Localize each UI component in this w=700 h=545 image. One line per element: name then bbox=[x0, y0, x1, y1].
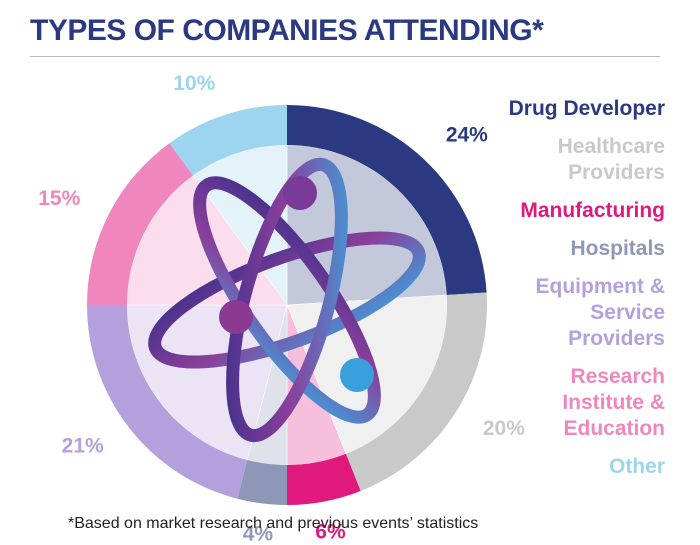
atom-icon bbox=[148, 157, 426, 443]
slice-tint bbox=[126, 304, 288, 461]
value-label: 24% bbox=[446, 123, 488, 146]
value-label: 21% bbox=[62, 435, 104, 458]
legend-entry: Other bbox=[608, 455, 665, 478]
slice bbox=[287, 105, 487, 295]
legend-entry: Healthcare Providers bbox=[557, 135, 665, 184]
slice-tint bbox=[286, 144, 447, 306]
slice bbox=[169, 105, 287, 176]
slice bbox=[345, 292, 487, 491]
pie bbox=[87, 105, 487, 505]
value-label: 10% bbox=[173, 72, 215, 95]
legend-entry: Manufacturing bbox=[520, 199, 665, 222]
slice bbox=[287, 453, 361, 505]
value-label: 20% bbox=[483, 417, 525, 440]
value-label: 4% bbox=[243, 523, 274, 545]
value-label: 6% bbox=[315, 520, 346, 543]
slice bbox=[87, 143, 193, 305]
chart-title: TYPES OF COMPANIES ATTENDING* bbox=[30, 14, 544, 47]
slice bbox=[237, 459, 287, 505]
legend-entry: Drug Developer bbox=[508, 97, 665, 120]
value-label: 15% bbox=[38, 187, 80, 210]
legend-entry: Hospitals bbox=[570, 237, 665, 260]
title-rule bbox=[30, 56, 660, 57]
legend-entry: Equipment & Service Providers bbox=[535, 275, 666, 350]
footnote: *Based on market research and previous e… bbox=[68, 515, 479, 532]
legend-entry: Research Institute & Education bbox=[562, 365, 665, 440]
legend: Drug Developer Healthcare Providers Manufa… bbox=[465, 96, 665, 492]
slice bbox=[87, 305, 248, 499]
